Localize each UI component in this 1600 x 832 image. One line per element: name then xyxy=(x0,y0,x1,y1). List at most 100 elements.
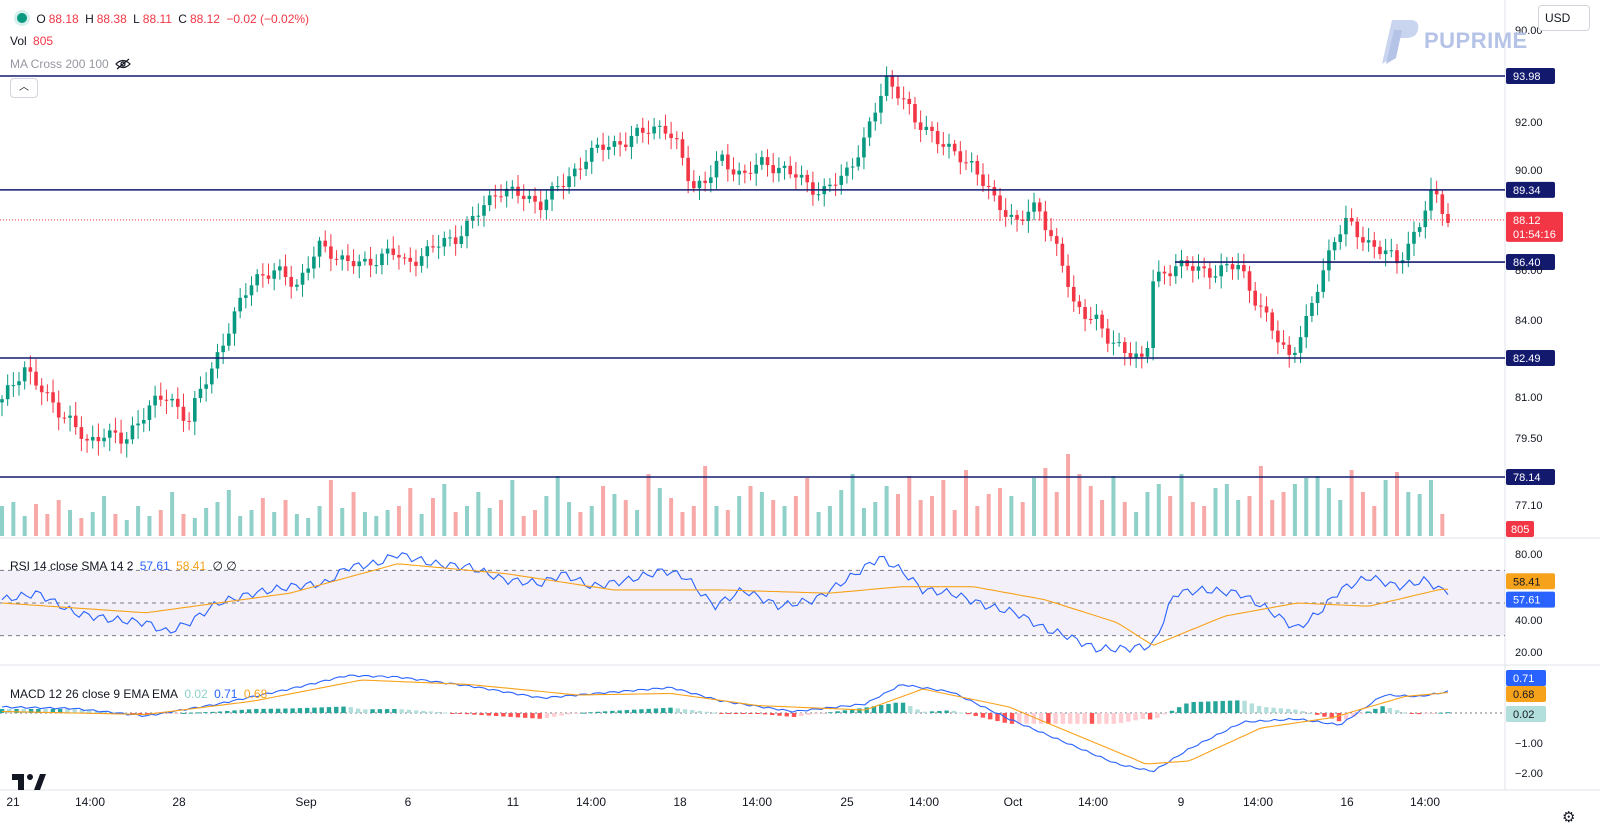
macd-histogram-bar xyxy=(43,708,48,713)
candle-body xyxy=(794,174,798,178)
volume-bar xyxy=(1315,476,1320,536)
candle-body xyxy=(941,144,946,147)
macd-histogram-bar xyxy=(145,713,150,715)
rsi-value-label-bg xyxy=(1506,591,1555,608)
candle-body xyxy=(317,240,322,257)
time-axis-label: 18 xyxy=(673,795,687,809)
macd-histogram-bar xyxy=(1097,713,1102,724)
volume-bar xyxy=(1088,486,1093,536)
candle-body xyxy=(1185,260,1189,267)
volume-bar xyxy=(351,492,356,536)
candle-body xyxy=(504,188,509,197)
candle-body xyxy=(357,261,362,267)
ohlc-legend: O 88.18 H 88.38 L 88.11 C 88.12 −0.02 (−0.02… xyxy=(10,10,312,26)
candle-body xyxy=(482,205,486,216)
candle-body xyxy=(555,186,560,188)
candle-body xyxy=(368,258,373,266)
candle-body xyxy=(1191,266,1195,271)
time-axis-label: 14:00 xyxy=(742,795,772,809)
volume-bar xyxy=(79,518,84,536)
macd-histogram-bar xyxy=(392,708,397,713)
macd-histogram-bar xyxy=(711,712,717,714)
candle-body xyxy=(969,160,974,163)
candle-body xyxy=(79,427,84,439)
candle-body xyxy=(760,157,764,165)
macd-histogram-bar xyxy=(1380,706,1385,713)
candle-body xyxy=(623,144,628,148)
candle-body xyxy=(408,257,413,262)
volume-bar xyxy=(1134,512,1139,536)
time-axis-label: 6 xyxy=(405,795,412,809)
macd-histogram-bar xyxy=(1009,713,1015,724)
volume-bar xyxy=(272,512,277,536)
macd-histogram-value: 0.02 xyxy=(184,687,208,701)
volume-bar xyxy=(1077,474,1082,536)
candle-body xyxy=(238,297,242,312)
macd-histogram-bar xyxy=(1293,709,1298,713)
macd-histogram-bar xyxy=(1038,713,1044,724)
macd-histogram-bar xyxy=(457,713,462,714)
macd-histogram-bar xyxy=(421,710,426,713)
macd-histogram-bar xyxy=(1162,713,1167,715)
macd-histogram-bar xyxy=(479,713,484,716)
candle-body xyxy=(1355,221,1360,238)
candle-body xyxy=(1213,276,1218,278)
candle-body xyxy=(873,112,878,122)
macd-histogram-bar xyxy=(1445,712,1451,714)
rsi-legend: RSI 14 close SMA 14 2 57.61 58.41 ∅ ∅ xyxy=(10,559,240,573)
macd-histogram-bar xyxy=(225,710,230,713)
level-label-bg xyxy=(1506,68,1555,84)
candle-body xyxy=(278,266,282,271)
macd-histogram-bar xyxy=(1104,713,1109,724)
macd-histogram-bar xyxy=(72,709,77,713)
macd-histogram-bar xyxy=(86,710,92,713)
volume-bar xyxy=(1304,478,1309,536)
volume-bar xyxy=(578,512,583,536)
candle-body xyxy=(17,381,21,386)
price-tick-label: 79.50 xyxy=(1515,433,1543,445)
macd-histogram-bar xyxy=(384,709,390,713)
currency-selector[interactable]: USD xyxy=(1538,5,1590,31)
macd-histogram-bar xyxy=(515,713,521,718)
candle-body xyxy=(640,127,645,133)
candle-body xyxy=(1429,190,1433,211)
candle-body xyxy=(521,195,526,199)
volume-bar xyxy=(1270,500,1275,536)
macd-histogram-bar xyxy=(537,713,542,719)
volume-bar xyxy=(1009,496,1014,536)
settings-gear-icon[interactable]: ⚙ xyxy=(1562,809,1576,826)
volume-bar xyxy=(487,508,492,536)
volume-bar xyxy=(1122,502,1127,536)
macd-histogram-bar xyxy=(893,702,898,713)
candle-body xyxy=(1054,236,1059,244)
volume-bar xyxy=(1043,468,1048,536)
collapse-legend-button[interactable]: ︿ xyxy=(10,78,38,98)
candle-body xyxy=(221,345,225,353)
candle-body xyxy=(930,126,934,131)
rsi-value-label: 57.61 xyxy=(1513,595,1541,607)
volume-bar xyxy=(204,508,209,536)
time-axis-label: 14:00 xyxy=(1243,795,1273,809)
candle-body xyxy=(198,388,203,399)
volume-bar xyxy=(612,494,617,536)
macd-histogram-bar xyxy=(1394,710,1400,713)
candle-body xyxy=(1230,264,1235,270)
macd-histogram-bar xyxy=(1402,712,1407,714)
macd-histogram-bar xyxy=(653,708,659,713)
candle-body xyxy=(737,170,741,175)
ma-cross-legend[interactable]: MA Cross 200 100 xyxy=(10,57,134,71)
volume-bar xyxy=(703,466,708,536)
candle-body xyxy=(771,165,775,174)
candle-body xyxy=(663,125,668,134)
volume-bar xyxy=(827,506,832,536)
candle-body xyxy=(589,147,594,162)
macd-histogram-bar xyxy=(1322,713,1327,717)
macd-histogram-bar xyxy=(675,708,680,713)
time-axis-label: 14:00 xyxy=(576,795,606,809)
candle-body xyxy=(153,395,157,406)
price-tick-label: 81.00 xyxy=(1515,392,1543,404)
candle-body xyxy=(39,385,44,393)
eye-hidden-icon[interactable] xyxy=(115,57,131,71)
candle-body xyxy=(720,154,724,161)
